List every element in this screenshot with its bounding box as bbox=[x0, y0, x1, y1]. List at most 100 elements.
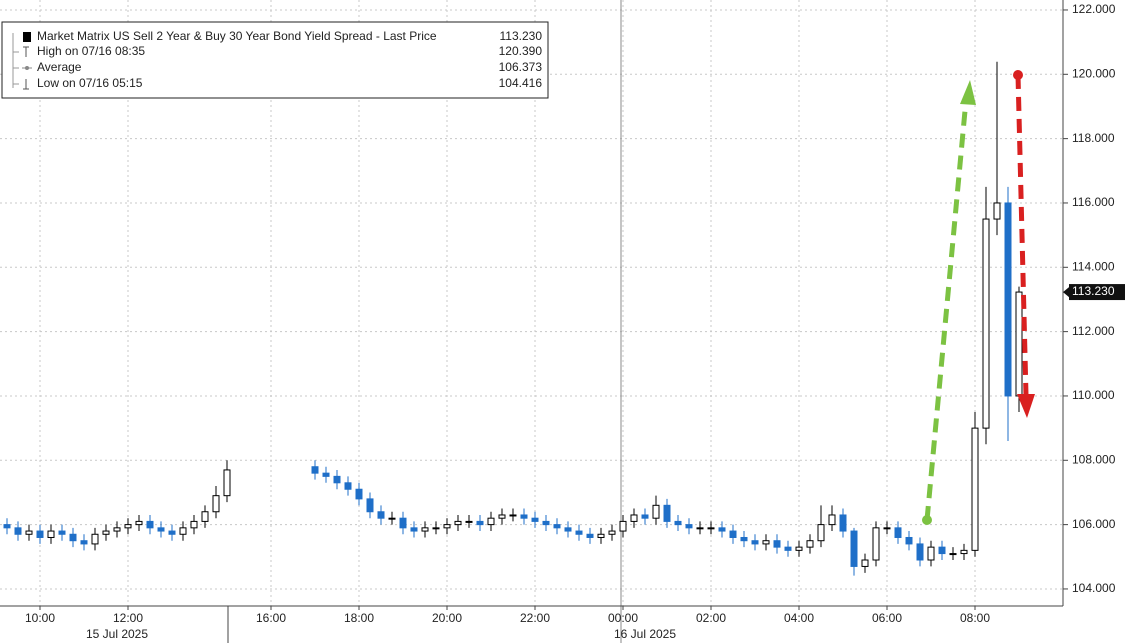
candle-body bbox=[410, 527, 418, 532]
candle-body bbox=[113, 527, 121, 532]
legend-tree bbox=[12, 33, 19, 88]
candle-body bbox=[949, 553, 957, 556]
candle-body bbox=[1004, 202, 1012, 397]
candle-body bbox=[850, 530, 858, 567]
candle-body bbox=[927, 546, 935, 561]
x-tick-label: 20:00 bbox=[432, 611, 462, 625]
candle-body bbox=[982, 218, 990, 429]
legend-label: Market Matrix US Sell 2 Year & Buy 30 Ye… bbox=[37, 29, 437, 43]
date-label: 15 Jul 2025 bbox=[86, 627, 148, 641]
candle-body bbox=[212, 495, 220, 513]
candle-body bbox=[696, 527, 704, 530]
candles bbox=[3, 61, 1023, 576]
x-tick-label: 10:00 bbox=[25, 611, 55, 625]
candle-body bbox=[806, 540, 814, 548]
candle-body bbox=[366, 498, 374, 513]
candle-body bbox=[1015, 291, 1023, 397]
candle-body bbox=[454, 520, 462, 526]
candle-body bbox=[146, 520, 154, 529]
candle-body bbox=[938, 546, 946, 555]
candle-body bbox=[839, 514, 847, 532]
arrow-line bbox=[1015, 74, 1029, 396]
legend-value: 106.373 bbox=[499, 60, 543, 74]
candle-body bbox=[509, 514, 517, 517]
x-tick-label: 18:00 bbox=[344, 611, 374, 625]
y-tick-label: 116.000 bbox=[1072, 195, 1115, 209]
candle-body bbox=[630, 514, 638, 522]
candle-body bbox=[465, 520, 473, 523]
legend-value: 104.416 bbox=[499, 76, 543, 90]
arrow-line bbox=[924, 99, 969, 521]
candle-body bbox=[421, 527, 429, 532]
candle-body bbox=[718, 527, 726, 532]
candle-body bbox=[531, 517, 539, 522]
legend-label: Average bbox=[37, 60, 82, 74]
candle-body bbox=[58, 530, 66, 535]
candle-body bbox=[597, 533, 605, 538]
candle-body bbox=[201, 511, 209, 522]
x-tick-label: 22:00 bbox=[520, 611, 550, 625]
candle-body bbox=[3, 524, 11, 529]
candle-body bbox=[80, 540, 88, 545]
y-tick-label: 108.000 bbox=[1072, 452, 1116, 466]
candle-body bbox=[47, 530, 55, 538]
candle-body bbox=[498, 514, 506, 519]
candle-body bbox=[663, 504, 671, 522]
candle-body bbox=[487, 517, 495, 526]
candle-body bbox=[586, 533, 594, 538]
candle-body bbox=[553, 524, 561, 529]
candle-body bbox=[707, 527, 715, 530]
candle-body bbox=[179, 527, 187, 535]
arrow-head bbox=[960, 80, 976, 105]
arrow-head bbox=[1017, 394, 1035, 418]
last-price-pointer bbox=[1063, 287, 1069, 298]
candle-body bbox=[564, 527, 572, 532]
candle-body bbox=[828, 514, 836, 526]
legend-value: 120.390 bbox=[499, 44, 543, 58]
candle-body bbox=[751, 540, 759, 545]
candle-body bbox=[25, 530, 33, 535]
candle-body bbox=[795, 546, 803, 551]
candle-body bbox=[883, 527, 891, 530]
candle-body bbox=[36, 530, 44, 538]
x-tick-label: 00:00 bbox=[608, 611, 638, 625]
candle-body bbox=[399, 517, 407, 529]
candle-body bbox=[861, 559, 869, 567]
candle-body bbox=[322, 472, 330, 477]
candle-body bbox=[905, 536, 913, 545]
candle-body bbox=[773, 540, 781, 548]
candle-body bbox=[652, 504, 660, 519]
x-tick-label: 16:00 bbox=[256, 611, 286, 625]
candle-body bbox=[784, 546, 792, 551]
candle-body bbox=[476, 520, 484, 526]
candle-body bbox=[311, 466, 319, 474]
legend-label: High on 07/16 08:35 bbox=[37, 44, 145, 58]
candle-body bbox=[740, 536, 748, 542]
y-tick-label: 122.000 bbox=[1072, 2, 1116, 16]
candle-body bbox=[641, 514, 649, 519]
y-tick-label: 120.000 bbox=[1072, 66, 1116, 80]
x-tick-label: 02:00 bbox=[696, 611, 726, 625]
candle-body bbox=[608, 530, 616, 535]
x-tick-label: 08:00 bbox=[960, 611, 990, 625]
red-arrow bbox=[1013, 70, 1035, 418]
candle-body bbox=[674, 520, 682, 526]
x-tick-label: 12:00 bbox=[113, 611, 143, 625]
candle-body bbox=[894, 527, 902, 538]
arrow-start bbox=[1013, 70, 1023, 80]
date-label: 16 Jul 2025 bbox=[614, 627, 676, 641]
candle-body bbox=[729, 530, 737, 538]
y-tick-label: 112.000 bbox=[1072, 324, 1115, 338]
legend-icon bbox=[23, 32, 31, 42]
green-arrow bbox=[922, 80, 976, 525]
candle-body bbox=[157, 527, 165, 532]
candle-body bbox=[916, 543, 924, 561]
candle-body bbox=[542, 520, 550, 526]
legend-icon bbox=[25, 66, 29, 70]
arrow-start bbox=[922, 515, 932, 525]
y-tick-label: 110.000 bbox=[1072, 388, 1115, 402]
candle-body bbox=[817, 524, 825, 542]
candle-body bbox=[443, 524, 451, 529]
